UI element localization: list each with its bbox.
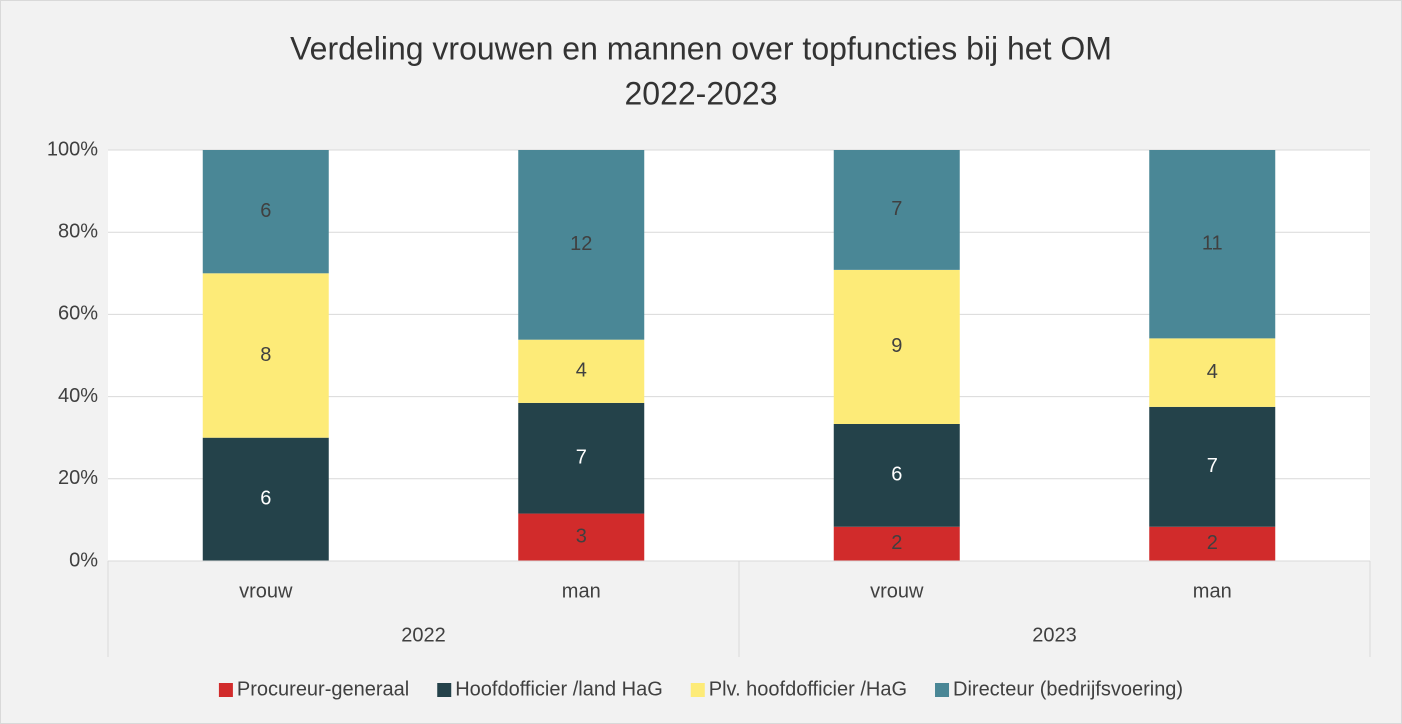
data-label: 6 <box>260 488 271 510</box>
legend-marker <box>218 683 233 697</box>
legend-label: Procureur-generaal <box>237 678 409 700</box>
bar-segment <box>833 150 960 270</box>
data-label: 2 <box>1207 532 1218 554</box>
data-label: 6 <box>891 464 902 486</box>
data-label: 7 <box>576 447 587 469</box>
legend-label: Plv. hoofdofficier /HaG <box>709 678 907 700</box>
chart-title: Verdeling vrouwen en mannen over topfunc… <box>290 30 1112 66</box>
data-label: 7 <box>1207 455 1218 477</box>
y-tick-label: 80% <box>58 220 98 242</box>
legend-label: Directeur (bedrijfsvoering) <box>953 678 1183 700</box>
bar-segment <box>518 402 645 514</box>
bar-segment <box>833 424 960 527</box>
bar-segment <box>833 526 960 561</box>
bar-segment <box>1149 406 1276 527</box>
bar-segment <box>1149 150 1276 339</box>
data-label: 4 <box>1207 361 1218 383</box>
group-label: 2023 <box>1032 624 1077 646</box>
data-label: 12 <box>570 233 592 255</box>
data-label: 7 <box>891 198 902 220</box>
data-label: 11 <box>1202 232 1223 254</box>
legend-label: Hoofdofficier /land HaG <box>455 678 663 700</box>
y-tick-label: 60% <box>58 303 98 325</box>
legend-marker <box>437 683 452 697</box>
data-label: 8 <box>260 344 271 366</box>
y-tick-label: 100% <box>47 138 98 160</box>
x-tick-label: vrouw <box>870 580 924 602</box>
bar-segment <box>1149 338 1276 407</box>
data-label: 4 <box>576 360 587 382</box>
legend-marker <box>935 683 950 697</box>
x-tick-label: man <box>562 580 601 602</box>
data-label: 6 <box>260 200 271 222</box>
bar-segment <box>518 339 645 403</box>
bar-segment <box>833 269 960 424</box>
bar-segment <box>518 513 645 561</box>
data-label: 9 <box>891 335 902 357</box>
chart-title: 2022-2023 <box>624 75 777 111</box>
group-label: 2022 <box>401 624 446 646</box>
y-tick-label: 0% <box>69 549 98 571</box>
bar-segment <box>202 273 329 438</box>
data-label: 2 <box>891 532 902 554</box>
y-tick-label: 20% <box>58 467 98 489</box>
x-tick-label: vrouw <box>239 580 293 602</box>
y-tick-label: 40% <box>58 385 98 407</box>
bar-segment <box>202 150 329 274</box>
legend-marker <box>690 683 705 697</box>
bar-segment <box>202 437 329 561</box>
bar-segment <box>1149 526 1276 561</box>
bar-segment <box>518 150 645 340</box>
x-tick-label: man <box>1193 580 1232 602</box>
data-label: 3 <box>576 526 587 548</box>
